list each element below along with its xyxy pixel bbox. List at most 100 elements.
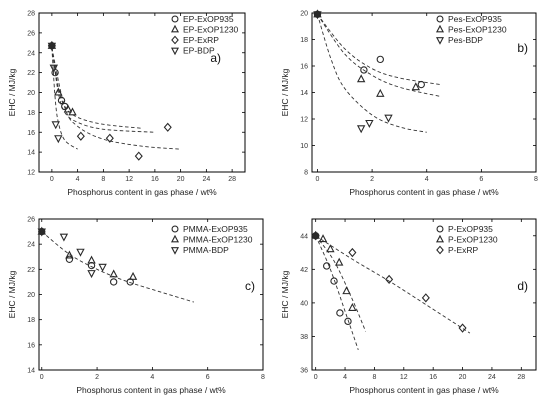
data-point xyxy=(134,151,143,161)
legend-entry: EP-ExOP1230 xyxy=(183,25,239,35)
y-tick-label: 16 xyxy=(27,342,35,349)
legend-entry: P-ExRP xyxy=(448,245,479,255)
data-point xyxy=(57,96,66,105)
trend-line xyxy=(51,47,78,150)
legend-entry: PMMA-ExOP935 xyxy=(183,224,248,234)
legend-marker-circle xyxy=(436,15,444,23)
x-tick-label: 2 xyxy=(95,374,99,381)
y-tick-label: 12 xyxy=(300,117,308,124)
data-point xyxy=(417,80,425,89)
y-tick-label: 12 xyxy=(27,170,35,177)
data-point xyxy=(411,82,421,91)
y-tick-label: 24 xyxy=(27,242,35,249)
x-tick-label: 28 xyxy=(517,374,525,381)
x-tick-label: 12 xyxy=(400,374,408,381)
legend-marker-triangle-up xyxy=(170,234,180,243)
y-tick-label: 10 xyxy=(300,143,308,150)
legend-marker-circle xyxy=(171,15,179,23)
data-point xyxy=(87,270,96,279)
data-point xyxy=(348,247,357,258)
x-tick-label: 0 xyxy=(50,176,54,183)
data-point xyxy=(109,278,118,286)
y-tick-label: 28 xyxy=(27,11,35,18)
x-tick-label: 8 xyxy=(534,176,538,183)
data-point xyxy=(348,302,357,311)
y-axis-label: EHC / MJ/kg xyxy=(7,270,17,318)
x-axis-label: Phosphorus content in gas phase / wt% xyxy=(67,187,217,197)
y-tick-label: 14 xyxy=(27,150,35,157)
x-tick-label: 20 xyxy=(459,374,467,381)
legend-entry: EP-ExOP935 xyxy=(183,14,234,24)
data-point xyxy=(356,125,366,134)
data-point xyxy=(376,88,385,97)
trend-line xyxy=(317,14,441,85)
plot-frame xyxy=(311,218,537,371)
data-point xyxy=(54,87,63,96)
data-point xyxy=(458,323,467,333)
legend-entry: EP-ExRP xyxy=(183,35,219,45)
x-tick-label: 24 xyxy=(202,176,210,183)
x-axis-label: Phosphorus content in gas phase / wt% xyxy=(349,385,499,395)
data-point xyxy=(365,119,374,128)
legend-marker-triangle-up xyxy=(170,24,180,33)
y-tick-label: 36 xyxy=(300,368,308,375)
x-tick-label: 20 xyxy=(177,176,185,183)
x-tick-label: 8 xyxy=(372,374,376,381)
data-point xyxy=(109,269,118,278)
chart-panel-a: 0 4 8 12 16 20 24 28 12 14 16 18 20 22 24 26 28 Phosphoru… xyxy=(7,11,246,197)
y-tick-label: 14 xyxy=(27,368,35,375)
x-axis-label: Phosphorus content in gas phase / wt% xyxy=(76,385,226,395)
data-point xyxy=(376,55,384,64)
x-tick-label: 8 xyxy=(261,374,265,381)
data-point xyxy=(330,277,338,285)
trend-line xyxy=(51,47,181,150)
x-tick-label: 28 xyxy=(228,176,236,183)
y-tick-label: 16 xyxy=(300,64,308,71)
y-tick-label: 20 xyxy=(27,292,35,299)
trend-line xyxy=(315,235,367,332)
legend-marker-triangle-up xyxy=(435,24,445,33)
legend-entry: Pes-ExOP1230 xyxy=(448,25,507,35)
data-point xyxy=(49,64,59,73)
trend-line xyxy=(315,235,359,351)
y-tick-label: 38 xyxy=(300,334,308,341)
trend-line xyxy=(41,231,194,303)
data-point xyxy=(360,66,368,74)
y-tick-label: 22 xyxy=(27,267,35,274)
y-axis-label: EHC / MJ/kg xyxy=(7,68,17,116)
data-point xyxy=(87,261,96,270)
y-tick-label: 14 xyxy=(300,90,308,97)
reference-point xyxy=(37,228,46,237)
x-tick-label: 16 xyxy=(151,176,159,183)
legend-entry: Pes-ExOP935 xyxy=(448,14,502,24)
x-tick-label: 8 xyxy=(101,176,105,183)
x-tick-label: 0 xyxy=(314,374,318,381)
legend-marker-diamond xyxy=(436,245,444,255)
data-point xyxy=(105,133,114,143)
x-tick-label: 24 xyxy=(488,374,496,381)
data-point xyxy=(336,309,344,317)
data-point xyxy=(421,293,430,303)
x-tick-label: 6 xyxy=(479,176,483,183)
trend-line xyxy=(317,14,441,97)
x-tick-label: 6 xyxy=(206,374,210,381)
y-tick-label: 22 xyxy=(27,70,35,77)
y-axis-label: EHC / MJ/kg xyxy=(280,270,290,318)
data-point xyxy=(87,255,96,264)
x-tick-label: 0 xyxy=(316,176,320,183)
y-tick-label: 20 xyxy=(300,11,308,18)
chart-panel-d: 0 4 8 12 16 20 24 28 36 38 40 42 44 Phosphorus conten… xyxy=(280,218,537,395)
trend-line xyxy=(51,47,143,129)
x-tick-label: 4 xyxy=(76,176,80,183)
x-tick-label: 16 xyxy=(429,374,437,381)
legend-marker-circle xyxy=(436,225,444,233)
legend-marker-triangle-down xyxy=(170,47,180,56)
data-point xyxy=(68,107,77,116)
plot-frame xyxy=(311,12,537,173)
y-tick-label: 26 xyxy=(27,217,35,224)
y-tick-label: 16 xyxy=(27,130,35,137)
data-point xyxy=(326,244,335,253)
data-point xyxy=(384,114,393,123)
